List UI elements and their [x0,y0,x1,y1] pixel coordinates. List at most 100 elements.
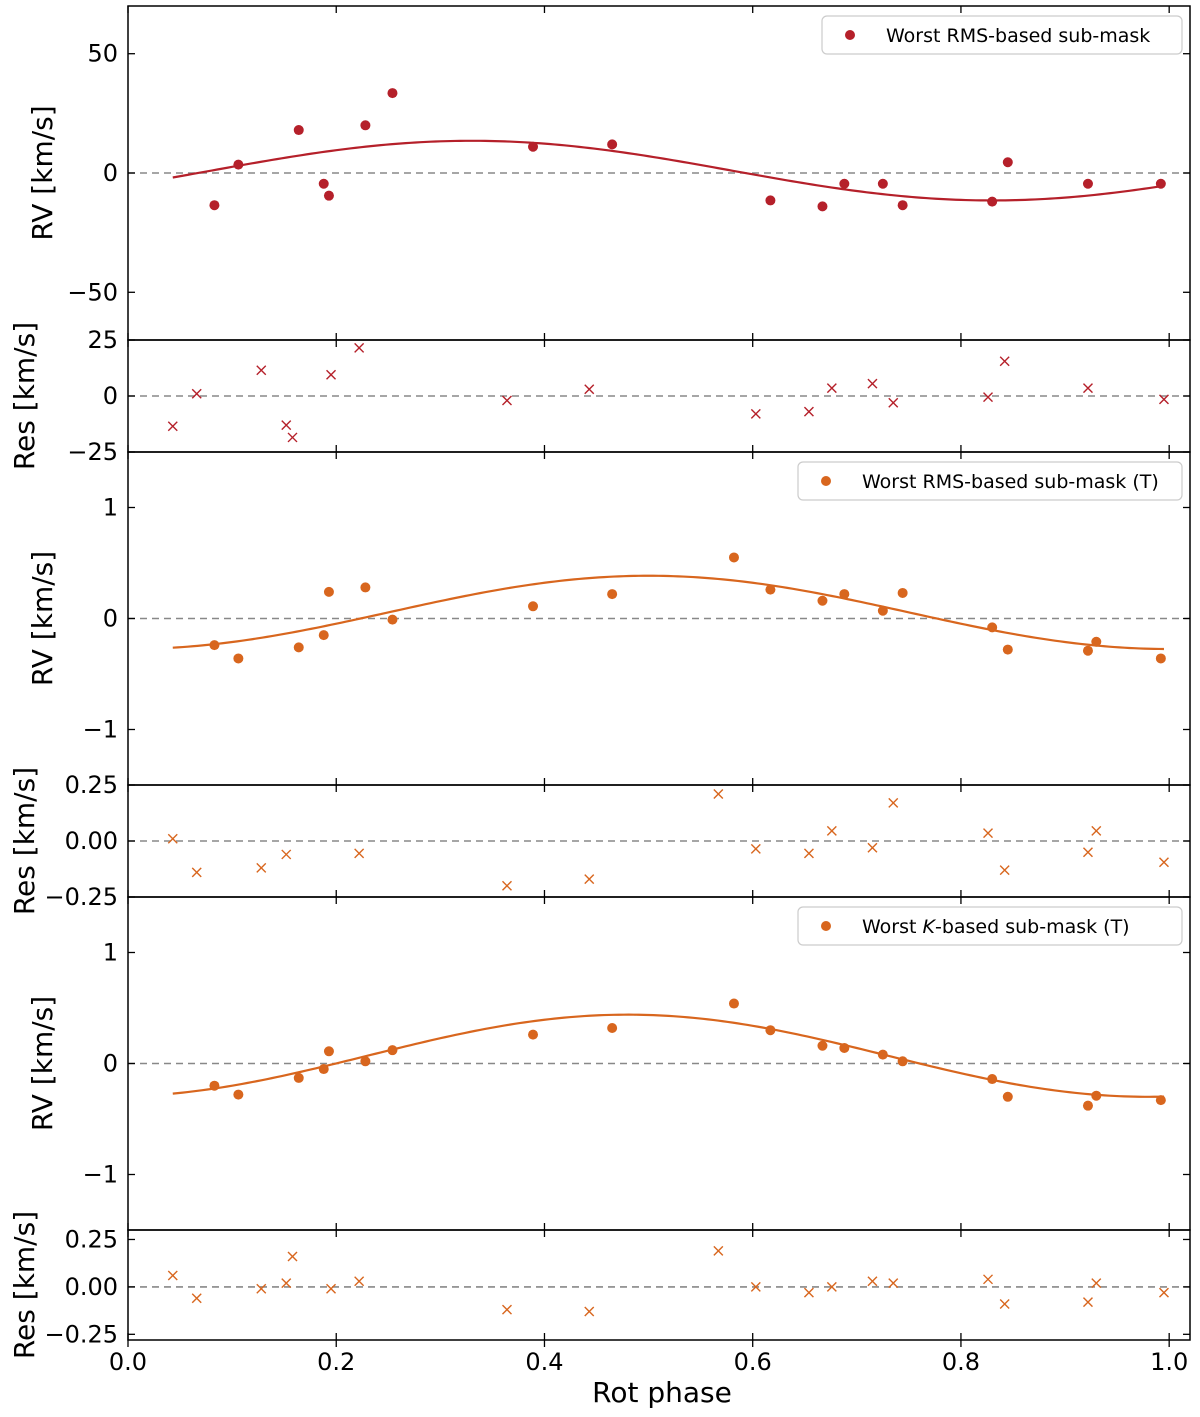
legend-5: Worst K-based sub-mask (T) [797,906,1183,946]
residual-point [1091,825,1102,836]
residual-point-stroke [287,1251,298,1262]
x-tick-label: 0.4 [525,1348,563,1376]
residual-point [281,420,292,431]
residual-point-stroke [281,849,292,860]
residual-point [256,1283,267,1294]
data-point [233,1089,244,1100]
residual-point-stroke [584,1306,595,1317]
residual-point [867,842,878,853]
residual-point-stroke [867,378,878,389]
panel-5-rv: −1 0 1 RV [km/s] [26,896,1191,1231]
residual-point-stroke [1082,383,1093,394]
residual-point [713,1245,724,1256]
data-point [209,200,220,211]
data-point [1082,178,1093,189]
legend-3: Worst RMS-based sub-mask (T) [797,461,1183,501]
residual-point-stroke [501,1304,512,1315]
residual-point [256,365,267,376]
x-tick-label: 0.8 [942,1348,980,1376]
y-axis-label: RV [km/s] [26,105,59,240]
residual-point-stroke [354,1276,365,1287]
residual-point-stroke [983,828,994,839]
residual-point [999,865,1010,876]
residual-point-stroke [1082,847,1093,858]
legend-label-suffix: -based sub-mask (T) [935,916,1130,938]
data-point [1082,1100,1093,1111]
residual-point [888,797,899,808]
residual-point-stroke [1158,394,1169,405]
residual-point [584,384,595,395]
residual-point [983,392,994,403]
y-tick-label: 0.00 [65,827,118,855]
data-point [817,1040,828,1051]
residual-point-stroke [826,383,837,394]
residual-point [501,1304,512,1315]
data-point [293,642,304,653]
y-tick-label: −1 [83,1161,118,1189]
data-point [839,1042,850,1053]
data-point [817,201,828,212]
data-point [1155,178,1166,189]
residual-point [1158,1287,1169,1298]
panel-6-residual: −0.25 0.00 0.25 Res [km/s] [8,1211,1191,1359]
data-point [1155,1095,1166,1106]
residual-point [983,1274,994,1285]
fit-curve [172,1013,1164,1098]
y-tick-label: 0 [103,1050,118,1078]
data-point [1002,644,1013,655]
residual-point [999,356,1010,367]
residual-point-stroke [584,874,595,885]
residual-point-stroke [867,842,878,853]
panels: −50 0 50 RV [km/s] −25 0 25 Res [km/s] −1 0 1 RV [k… [8,5,1191,1359]
residual-point-stroke [256,365,267,376]
residual-point [281,1278,292,1289]
residual-point-stroke [1158,1287,1169,1298]
y-tick-label: −50 [67,278,118,306]
residual-point [867,1276,878,1287]
residual-point [584,874,595,885]
residual-point [1091,1278,1102,1289]
data-point [323,586,334,597]
residual-point-stroke [256,862,267,873]
panel-frame [127,1229,1191,1341]
residual-point [750,843,761,854]
data-point [528,1029,539,1040]
legend-label-italic: K [923,916,937,938]
residual-point [867,378,878,389]
data-point [387,614,398,625]
y-tick-label: −0.25 [44,883,118,911]
data-point [1091,1090,1102,1101]
residual-point [713,788,724,799]
residual-point-stroke [354,342,365,353]
residual-point [354,1276,365,1287]
data-point [318,630,329,641]
residual-point [501,880,512,891]
y-tick-label: 0.25 [65,1225,118,1253]
residual-point [191,867,202,878]
data-point [897,1056,908,1067]
residual-point [750,408,761,419]
residual-point [584,1306,595,1317]
residual-point-stroke [326,369,337,380]
residual-point [999,1298,1010,1309]
legend-box [797,906,1183,946]
y-tick-label: 0 [103,159,118,187]
residual-point [1082,847,1093,858]
residual-point-stroke [354,848,365,859]
residual-point-stroke [999,865,1010,876]
data-point [765,195,776,206]
residual-point-stroke [1091,825,1102,836]
y-tick-label: −25 [67,438,118,466]
panel-4-residual: −0.25 0.00 0.25 Res [km/s] [8,767,1191,915]
y-axis-label: RV [km/s] [26,996,59,1131]
residual-point [1158,394,1169,405]
fit-curve [172,139,1165,202]
legend-marker [845,30,855,40]
data-point [607,1022,618,1033]
data-point [765,584,776,595]
data-point [839,589,850,600]
data-point [233,653,244,664]
residual-point [803,406,814,417]
residual-point-stroke [888,397,899,408]
